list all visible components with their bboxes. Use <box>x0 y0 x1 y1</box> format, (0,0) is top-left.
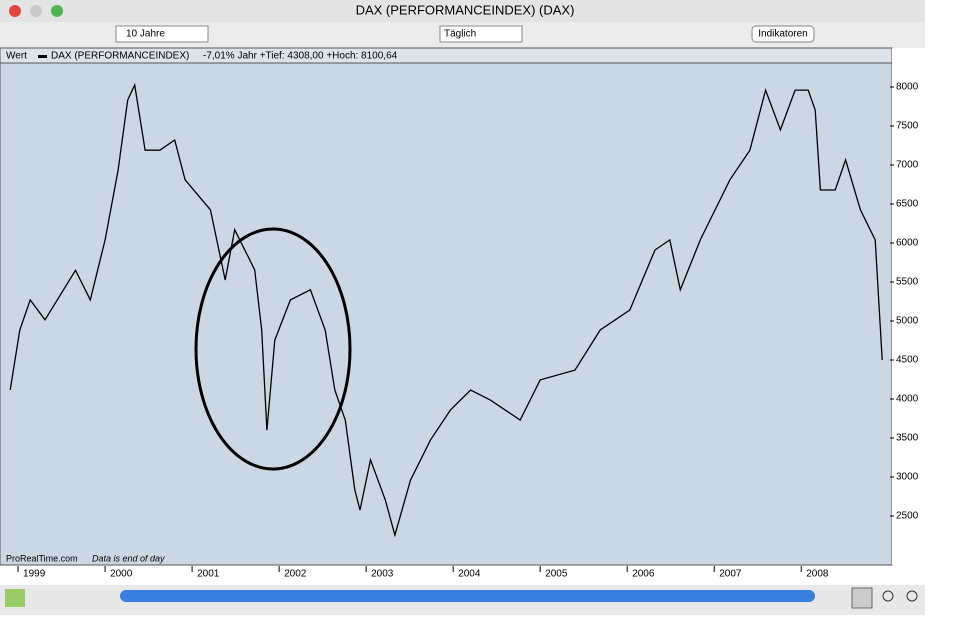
y-tick-label: 7500 <box>896 121 919 132</box>
data-note: Data is end of day <box>92 553 165 563</box>
y-tick-label: 7000 <box>896 160 919 171</box>
y-tick-label: 4500 <box>896 355 919 366</box>
highlight-circle <box>194 227 352 471</box>
legend-label: Wert <box>6 51 27 62</box>
source-label: ProRealTime.com <box>6 553 78 563</box>
y-tick-label: 3000 <box>896 472 919 483</box>
x-tick-label: 2008 <box>806 569 829 580</box>
period-label: 10 Jahre <box>126 29 165 40</box>
zoom-out[interactable] <box>882 590 894 602</box>
indicators-label: Indikatoren <box>758 29 807 40</box>
x-tick-label: 2003 <box>371 569 394 580</box>
indicators-button[interactable] <box>751 25 815 43</box>
x-tick-label: 1999 <box>23 569 46 580</box>
price-line <box>9 82 883 538</box>
y-tick-label: 3500 <box>896 433 919 444</box>
x-tick-label: 2004 <box>458 569 481 580</box>
x-tick-label: 2000 <box>110 569 133 580</box>
chart-panel <box>0 47 893 566</box>
window-title: DAX (PERFORMANCEINDEX) (DAX) <box>356 2 575 17</box>
zoom-tool[interactable] <box>851 587 873 609</box>
y-tick-label: 5500 <box>896 277 919 288</box>
y-tick-label: 6500 <box>896 199 919 210</box>
legend-swatch <box>38 55 47 58</box>
y-tick-label: 2500 <box>896 511 919 522</box>
minimize-button[interactable] <box>30 5 42 17</box>
close-button[interactable] <box>9 5 21 17</box>
period-select[interactable] <box>115 25 209 43</box>
zoom-in[interactable] <box>906 590 918 602</box>
x-tick-label: 2007 <box>719 569 742 580</box>
legend-stats: -7,01% Jahr +Tief: 4308,00 +Hoch: 8100,6… <box>203 51 398 62</box>
x-tick-label: 2001 <box>197 569 220 580</box>
y-tick-label: 5000 <box>896 316 919 327</box>
y-tick-label: 6000 <box>896 238 919 249</box>
zoom-button[interactable] <box>51 5 63 17</box>
y-tick-label: 4000 <box>896 394 919 405</box>
x-tick-label: 2002 <box>284 569 307 580</box>
chart-icon[interactable] <box>5 589 25 607</box>
scroll-thumb[interactable] <box>120 590 815 602</box>
legend-series: DAX (PERFORMANCEINDEX) <box>51 51 189 62</box>
y-tick-label: 8000 <box>896 82 919 93</box>
title-bar <box>0 0 925 22</box>
y-axis-area <box>892 48 925 565</box>
x-axis-area <box>0 566 925 582</box>
x-tick-label: 2006 <box>632 569 655 580</box>
interval-label: Täglich <box>444 29 476 40</box>
interval-select[interactable] <box>439 25 523 43</box>
x-tick-label: 2005 <box>545 569 568 580</box>
